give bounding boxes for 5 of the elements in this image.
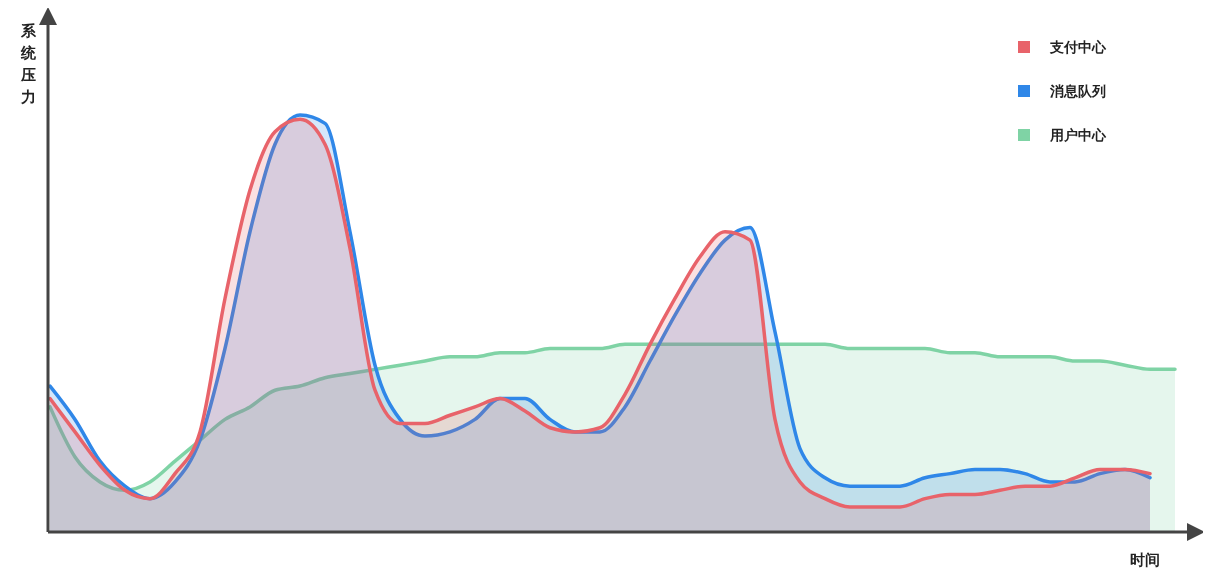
legend-label: 用户中心 (1049, 127, 1107, 143)
y-axis-title: 系统压力 (20, 22, 37, 106)
legend-label: 支付中心 (1049, 39, 1107, 55)
legend-label: 消息队列 (1049, 83, 1106, 99)
x-axis-title: 时间 (1130, 551, 1160, 569)
